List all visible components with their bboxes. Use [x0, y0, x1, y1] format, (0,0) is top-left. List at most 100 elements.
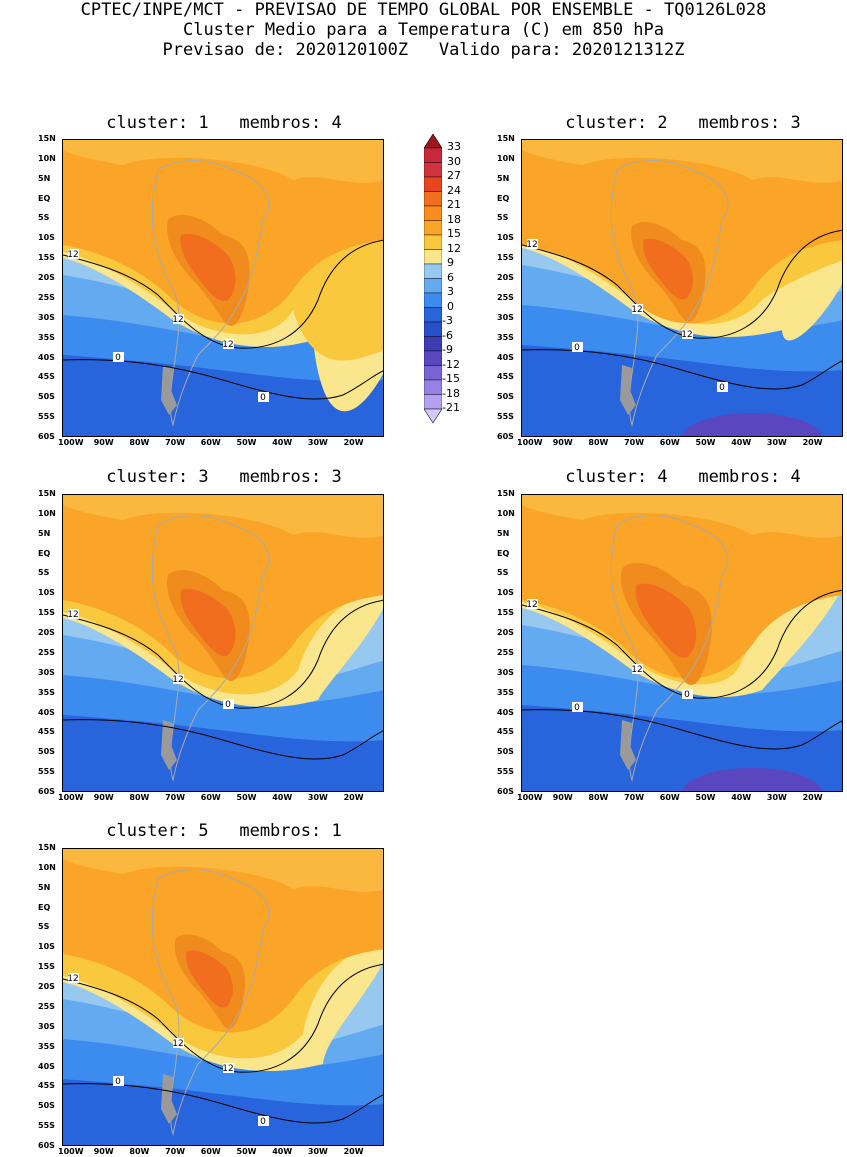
lat-label: 15N [497, 134, 515, 143]
lon-label: 50W [236, 438, 257, 447]
lat-label: 5N [38, 173, 51, 183]
lon-label: 40W [731, 793, 752, 802]
lon-label: 70W [624, 438, 645, 447]
colorbar-tick-label: 24 [447, 183, 461, 197]
lat-label: 10N [38, 862, 56, 872]
contour-label: 12 [67, 250, 78, 260]
lon-label: 50W [695, 438, 716, 447]
contour-label: 12 [681, 330, 692, 340]
lat-label: 40S [497, 707, 514, 717]
lat-label: 10S [38, 233, 55, 243]
lon-label: 40W [272, 793, 293, 802]
lat-label: 20S [38, 628, 55, 638]
colorbar-swatch [424, 292, 442, 308]
map-panel: 12 12 12 0 0 [62, 848, 384, 1146]
lat-label: 40S [38, 352, 55, 362]
temperature-field: 12 12 12 0 0 [63, 140, 383, 436]
lon-label: 30W [766, 793, 787, 802]
contour-label: 12 [172, 315, 183, 325]
lat-label: 55S [497, 767, 514, 777]
lat-label: 60S [497, 432, 514, 441]
lat-label: 40S [497, 352, 514, 362]
colorbar-tick-label: -18 [442, 386, 460, 400]
colorbar-swatch [424, 162, 442, 178]
lat-label: 55S [38, 1121, 55, 1131]
colorbar-arrow-bottom [424, 408, 442, 424]
lat-label: 60S [38, 432, 55, 441]
lat-label: 60S [497, 787, 514, 796]
lon-label: 20W [343, 793, 364, 802]
colorbar-tick-label: 15 [447, 227, 461, 240]
lat-label: 50S [497, 747, 514, 757]
lat-label: EQ [497, 548, 510, 558]
lat-label: 5N [38, 882, 51, 892]
contour-label: 12 [222, 1064, 233, 1074]
colorbar-tick-label: 27 [447, 169, 461, 182]
lat-label: EQ [497, 193, 510, 203]
colorbar-swatch [424, 278, 442, 294]
lat-label: 30S [38, 1021, 55, 1031]
lon-label: 80W [129, 438, 150, 447]
lon-label: 60W [200, 1147, 221, 1156]
lat-label: 50S [38, 747, 55, 757]
lon-label: 70W [624, 793, 645, 802]
colorbar-tick-label: 33 [447, 140, 461, 153]
lon-label: 20W [343, 438, 364, 447]
lat-label: 35S [497, 687, 514, 697]
header-line-1: CPTEC/INPE/MCT - PREVISAO DE TEMPO GLOBA… [80, 0, 767, 20]
contour-label: 0 [115, 353, 121, 363]
lat-label: 5S [497, 213, 509, 223]
colorbar-tick-label: 9 [447, 256, 454, 269]
contour-label: 0 [719, 383, 725, 393]
colorbar-tick-label: 6 [447, 270, 454, 284]
colorbar-tick-label: -12 [442, 357, 460, 371]
lat-label: 40S [38, 1061, 55, 1071]
temperature-field: 12 12 12 0 0 [522, 140, 842, 436]
lon-label: 40W [272, 438, 293, 447]
lat-label: 15S [38, 253, 55, 263]
lon-label: 90W [552, 438, 573, 447]
lon-label: 40W [731, 438, 752, 447]
lat-label: 25S [38, 647, 55, 657]
lat-label: 15S [38, 608, 55, 618]
lat-label: 25S [38, 1001, 55, 1011]
lat-label: EQ [38, 548, 51, 558]
lat-label: 35S [497, 332, 514, 342]
lat-label: 30S [38, 312, 55, 322]
temperature-field: 12 12 0 0 [522, 495, 842, 791]
contour-label: 12 [631, 305, 642, 315]
lon-label: 90W [93, 1147, 114, 1156]
lat-label: 20S [38, 273, 55, 283]
lat-label: 10N [38, 508, 56, 518]
lat-label: 35S [38, 1041, 55, 1051]
temperature-field: 12 12 12 0 0 [63, 849, 383, 1145]
colorbar-swatch [424, 307, 442, 323]
lon-label: 50W [236, 793, 257, 802]
lat-label: 60S [38, 1141, 55, 1150]
lon-label: 100W [58, 793, 84, 802]
lon-label: 60W [659, 438, 680, 447]
colorbar-swatch [424, 350, 442, 366]
lon-label: 100W [58, 438, 84, 447]
lon-label: 70W [165, 1147, 186, 1156]
lat-label: EQ [38, 193, 51, 203]
contour-label: 0 [574, 343, 580, 353]
lon-label: 90W [93, 438, 114, 447]
lon-label: 20W [343, 1147, 364, 1156]
colorbar-swatch [424, 321, 442, 337]
colorbar-tick-label: 3 [447, 285, 454, 298]
map-panel: 12 12 12 0 0 [62, 139, 384, 437]
contour-label: 12 [67, 610, 78, 620]
panel-title: cluster: 5 membros: 1 [106, 821, 342, 841]
lat-label: 30S [497, 312, 514, 322]
lat-label: 10S [38, 942, 55, 952]
lat-label: 20S [497, 628, 514, 638]
lat-label: 15S [497, 608, 514, 618]
colorbar-tick-label: 21 [447, 198, 461, 211]
lon-label: 50W [695, 793, 716, 802]
contour-label: 0 [225, 700, 231, 710]
lon-label: 100W [58, 1147, 84, 1156]
contour-label: 0 [260, 1117, 266, 1127]
contour-label: 0 [260, 393, 266, 403]
lon-label: 70W [165, 438, 186, 447]
